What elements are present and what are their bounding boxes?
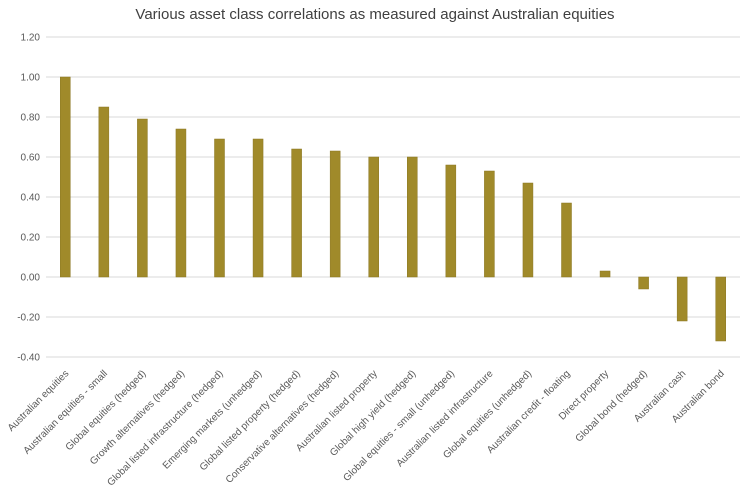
y-tick-label: -0.20	[17, 313, 40, 324]
bar	[407, 156, 418, 278]
y-tick-label: -0.40	[17, 353, 40, 364]
bar	[137, 118, 148, 278]
x-tick-label: Global bond (hedged)	[574, 368, 650, 444]
bar	[368, 156, 379, 278]
y-tick-label: 0.20	[21, 233, 41, 244]
bar	[715, 276, 726, 342]
y-tick-label: 0.40	[21, 193, 41, 204]
y-tick-label: 0.80	[21, 113, 41, 124]
bar	[60, 76, 71, 278]
bar	[445, 164, 457, 278]
y-tick-label: 0.60	[21, 153, 41, 164]
bar	[484, 170, 495, 278]
bar	[329, 150, 341, 278]
bar	[252, 138, 264, 278]
y-tick-label: 1.00	[21, 73, 41, 84]
bar	[175, 128, 187, 278]
bar	[214, 138, 225, 278]
bar	[561, 202, 572, 278]
chart-title: Various asset class correlations as meas…	[135, 6, 615, 23]
bar	[98, 106, 110, 278]
y-tick-label: 0.00	[21, 273, 41, 284]
y-tick-label: 1.20	[21, 33, 41, 44]
bar	[522, 182, 534, 278]
bar	[291, 148, 302, 278]
bar	[599, 270, 611, 278]
bar	[676, 276, 688, 322]
bar	[638, 276, 649, 290]
